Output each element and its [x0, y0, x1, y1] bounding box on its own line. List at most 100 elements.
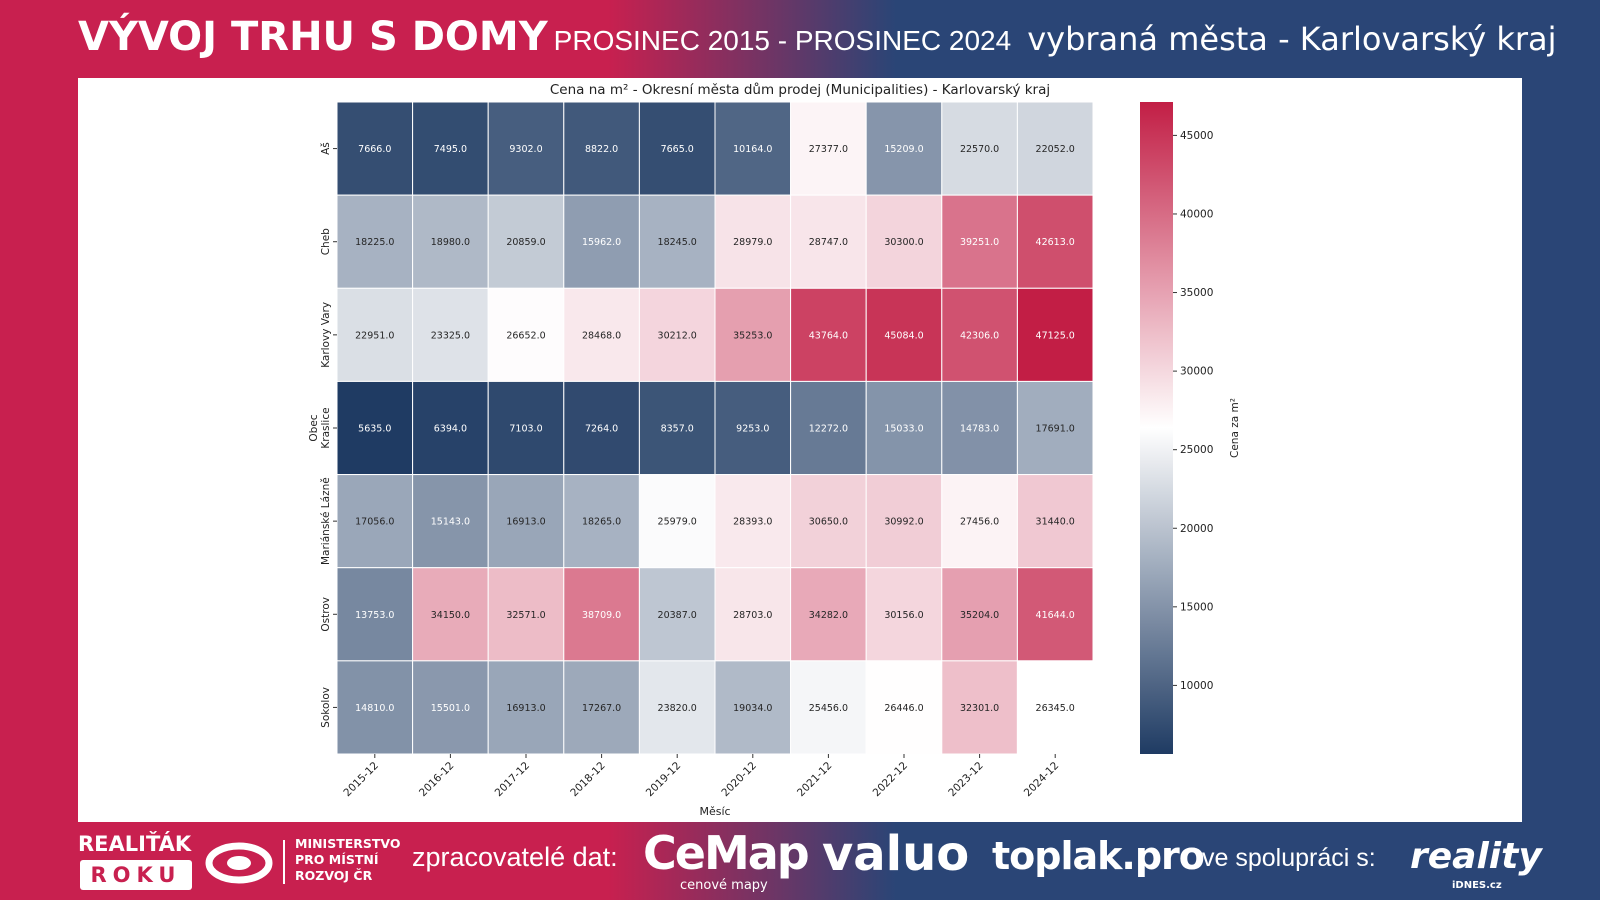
cell-value-label: 5635.0: [358, 424, 391, 435]
heatmap-cell: [487, 194, 565, 289]
main-title: VÝVOJ TRHU S DOMY: [78, 14, 548, 60]
heatmap-cell: [941, 194, 1018, 289]
heatmap-cell: [790, 660, 867, 755]
colorbar-tick-label: 35000: [1180, 287, 1213, 299]
heatmap-cell: [941, 101, 1018, 196]
heatmap-cell: [336, 660, 414, 755]
cell-value-label: 35204.0: [960, 610, 999, 621]
cell-value-label: 45084.0: [884, 330, 923, 341]
cell-value-label: 7264.0: [585, 424, 618, 435]
cell-value-label: 28468.0: [582, 330, 621, 341]
colorbar-tick-label: 20000: [1180, 523, 1213, 535]
region-subtitle: vybraná města - Karlovarský kraj: [1027, 20, 1557, 58]
cell-value-label: 32571.0: [506, 610, 545, 621]
cell-value-label: 30650.0: [809, 517, 848, 528]
cell-value-label: 6394.0: [434, 424, 467, 435]
divider: [283, 840, 285, 884]
cell-value-label: 18225.0: [355, 237, 394, 248]
y-tick-label: Sokolov: [320, 687, 332, 728]
cell-value-label: 30212.0: [658, 330, 697, 341]
colorbar-tick-label: 15000: [1180, 601, 1213, 613]
y-tick-label: Obec: [308, 414, 320, 441]
cell-value-label: 15033.0: [884, 424, 923, 435]
x-tick-label: 2019-12: [644, 760, 684, 800]
cell-value-label: 19034.0: [733, 703, 772, 714]
heatmap-cell: [790, 287, 867, 382]
colorbar-tick-label: 25000: [1180, 444, 1213, 456]
y-tick-label: Aš: [320, 142, 332, 155]
heatmap-cell: [714, 474, 792, 569]
x-tick-label: 2015-12: [341, 760, 381, 800]
cell-value-label: 30300.0: [884, 237, 923, 248]
heatmap-cell: [563, 474, 640, 569]
chart-title: Cena na m² - Okresní města dům prodej (M…: [549, 82, 1051, 98]
cell-value-label: 42613.0: [1036, 237, 1075, 248]
cell-value-label: 20859.0: [506, 237, 545, 248]
cell-value-label: 8822.0: [585, 144, 618, 155]
cell-value-label: 15962.0: [582, 237, 621, 248]
cell-value-label: 28393.0: [733, 517, 772, 528]
y-tick-label: Karlovy Vary: [320, 302, 332, 368]
cell-value-label: 27456.0: [960, 517, 999, 528]
cell-value-label: 17267.0: [582, 703, 621, 714]
cell-value-label: 18265.0: [582, 517, 621, 528]
heatmap-cell: [941, 660, 1018, 755]
cell-value-label: 25456.0: [809, 703, 848, 714]
cell-value-label: 27377.0: [809, 144, 848, 155]
heatmap-cell: [563, 660, 640, 755]
cell-value-label: 8357.0: [661, 424, 694, 435]
cell-value-label: 28703.0: [733, 610, 772, 621]
heatmap-cell: [1016, 567, 1094, 662]
cell-value-label: 18245.0: [658, 237, 697, 248]
heatmap-cell: [790, 380, 867, 476]
heatmap-cell: [638, 380, 716, 476]
cell-value-label: 32301.0: [960, 703, 999, 714]
cell-value-label: 42306.0: [960, 330, 999, 341]
cell-value-label: 22951.0: [355, 330, 394, 341]
heatmap-cell: [563, 287, 640, 382]
cell-value-label: 28747.0: [809, 237, 848, 248]
heatmap-cell: [412, 194, 489, 289]
heatmap-cell: [638, 101, 716, 196]
cell-value-label: 28979.0: [733, 237, 772, 248]
chart-panel: Cena na m² - Okresní města dům prodej (M…: [78, 78, 1522, 822]
cell-value-label: 12272.0: [809, 424, 848, 435]
x-tick-label: 2020-12: [719, 760, 759, 800]
x-tick-label: 2016-12: [417, 760, 457, 800]
heatmap-cell: [412, 660, 489, 755]
heatmap-cell: [638, 287, 716, 382]
y-tick-label: Mariánské Lázně: [320, 477, 332, 565]
heatmap-cell: [336, 567, 414, 662]
heatmap-cell: [1016, 380, 1094, 476]
y-tick-label: Cheb: [320, 228, 332, 255]
ministry-text: MINISTERSTVO PRO MÍSTNÍ ROZVOJ ČR: [295, 836, 401, 884]
x-tick-label: 2021-12: [795, 760, 835, 800]
y-tick-label: Ostrov: [320, 597, 332, 632]
heatmap-cell: [714, 101, 792, 196]
cell-value-label: 16913.0: [506, 517, 545, 528]
heatmap-cell: [941, 380, 1018, 476]
cell-value-label: 15209.0: [884, 144, 923, 155]
heatmap-cell: [714, 287, 792, 382]
cell-value-label: 25979.0: [658, 517, 697, 528]
cell-value-label: 26652.0: [506, 330, 545, 341]
heatmap-cell: [865, 567, 943, 662]
heatmap-cell: [714, 567, 792, 662]
heatmap-cell: [1016, 194, 1094, 289]
colorbar-tick-label: 10000: [1180, 680, 1213, 692]
reality-logo: reality: [1410, 836, 1542, 877]
cell-value-label: 13753.0: [355, 610, 394, 621]
heatmap-cell: [336, 380, 414, 476]
heatmap-chart: 7666.0 7495.0 9302.0 8822.0 7665.0 10164.0 273…: [308, 101, 1241, 818]
heatmap-cell: [412, 380, 489, 476]
colorbar-tick-label: 30000: [1180, 366, 1213, 378]
reality-sub: iDNES.cz: [1452, 880, 1502, 891]
ministry-logo-icon: [205, 840, 273, 886]
heatmap-cell: [336, 474, 414, 569]
cell-value-label: 22052.0: [1036, 144, 1075, 155]
cell-value-label: 17691.0: [1036, 424, 1075, 435]
x-tick-label: 2018-12: [568, 760, 608, 800]
heatmap-cell: [412, 474, 489, 569]
heatmap-cell: [941, 287, 1018, 382]
heatmap-cell: [563, 194, 640, 289]
